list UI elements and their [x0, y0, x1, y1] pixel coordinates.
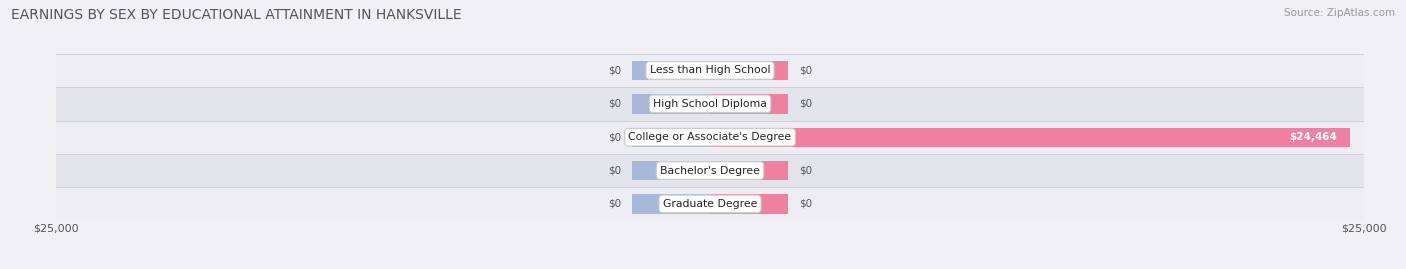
Bar: [710, 94, 789, 114]
Text: College or Associate's Degree: College or Associate's Degree: [628, 132, 792, 142]
Text: $0: $0: [607, 199, 621, 209]
Bar: [631, 61, 710, 80]
Text: $0: $0: [799, 65, 813, 76]
Bar: [56, 54, 1364, 87]
Text: Less than High School: Less than High School: [650, 65, 770, 76]
Text: $0: $0: [607, 132, 621, 142]
Bar: [710, 161, 789, 180]
Text: $0: $0: [607, 99, 621, 109]
Bar: [56, 121, 1364, 154]
Text: $0: $0: [799, 199, 813, 209]
Text: $0: $0: [607, 165, 621, 176]
Text: $24,464: $24,464: [1289, 132, 1337, 142]
Bar: [56, 187, 1364, 221]
Bar: [631, 94, 710, 114]
Text: High School Diploma: High School Diploma: [654, 99, 766, 109]
Text: Bachelor's Degree: Bachelor's Degree: [659, 165, 761, 176]
Bar: [631, 161, 710, 180]
Bar: [56, 154, 1364, 187]
Bar: [710, 61, 789, 80]
Bar: [631, 128, 710, 147]
Bar: [631, 194, 710, 214]
Bar: [56, 87, 1364, 121]
Text: Graduate Degree: Graduate Degree: [662, 199, 758, 209]
Text: $0: $0: [799, 165, 813, 176]
Text: $0: $0: [607, 65, 621, 76]
Text: EARNINGS BY SEX BY EDUCATIONAL ATTAINMENT IN HANKSVILLE: EARNINGS BY SEX BY EDUCATIONAL ATTAINMEN…: [11, 8, 463, 22]
Text: $0: $0: [799, 99, 813, 109]
Bar: [710, 194, 789, 214]
Bar: [710, 128, 1350, 147]
Text: Source: ZipAtlas.com: Source: ZipAtlas.com: [1284, 8, 1395, 18]
